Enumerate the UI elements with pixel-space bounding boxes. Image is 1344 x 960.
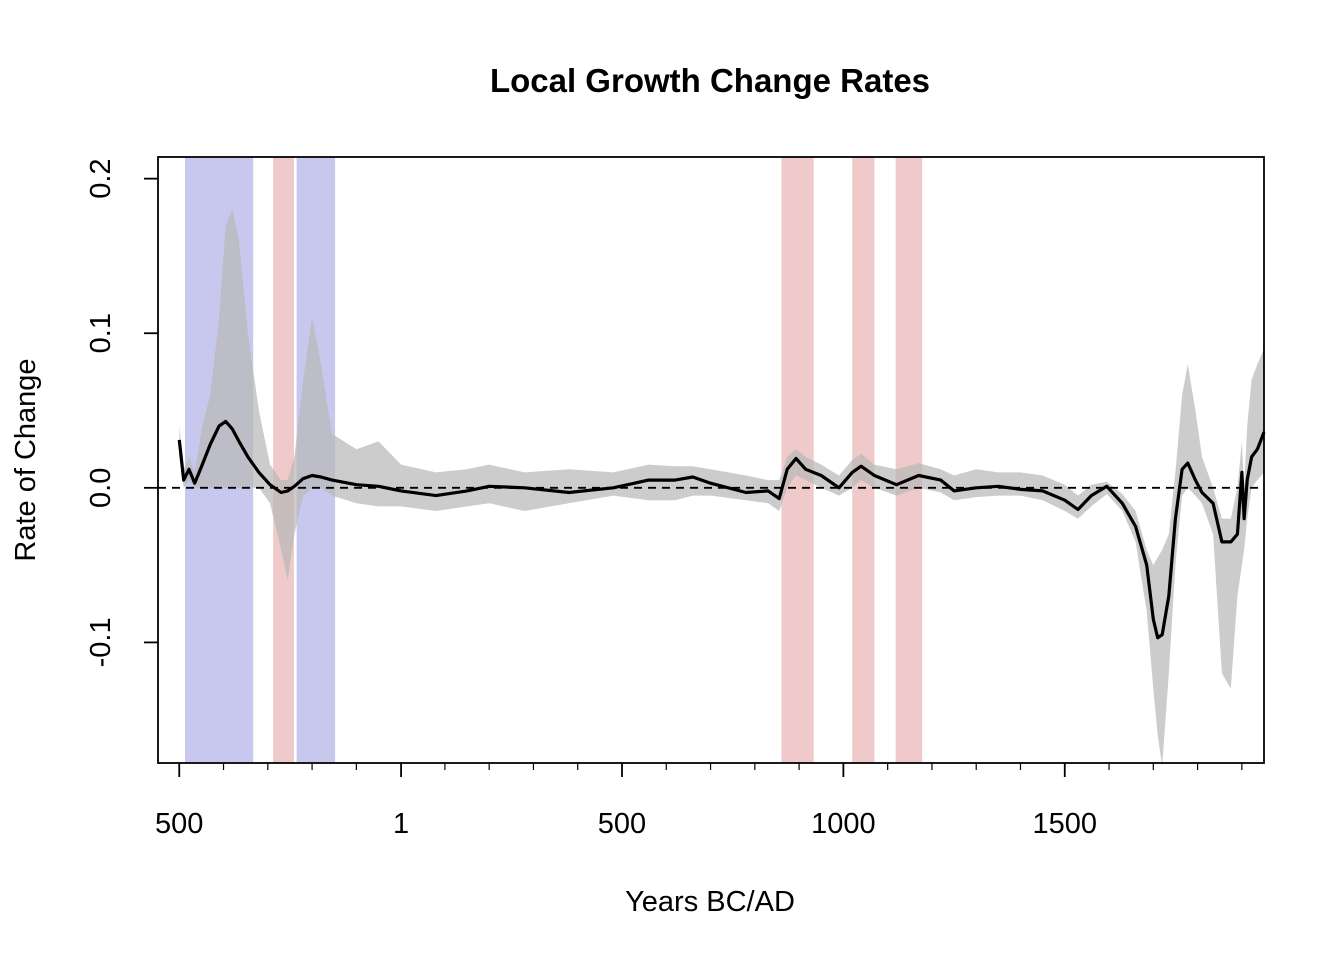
- x-tick-label-1: 1: [393, 808, 409, 840]
- chart-title: Local Growth Change Rates: [490, 62, 930, 99]
- x-tick-label-0: 500: [155, 808, 203, 840]
- x-tick-label-2: 500: [598, 808, 646, 840]
- y-tick-label-0: 0.2: [85, 158, 117, 198]
- y-axis-label: Rate of Change: [10, 358, 42, 561]
- shaded-period-5: [895, 158, 923, 762]
- x-axis-label: Years BC/AD: [625, 886, 795, 918]
- series-line: [177, 419, 1266, 640]
- x-tick-label-3: 1000: [811, 808, 876, 840]
- x-axis: 500 1 500 1000 1500: [155, 763, 1243, 840]
- y-tick-label-3: -0.1: [85, 617, 117, 667]
- x-tick-label-4: 1500: [1033, 808, 1098, 840]
- y-axis: 0.2 0.1 0.0 -0.1: [85, 158, 158, 667]
- y-tick-label-1: 0.1: [85, 313, 117, 353]
- series-line-layer: [177, 419, 1266, 640]
- y-tick-label-2: 0.0: [85, 468, 117, 508]
- shaded-period-1: [273, 158, 294, 762]
